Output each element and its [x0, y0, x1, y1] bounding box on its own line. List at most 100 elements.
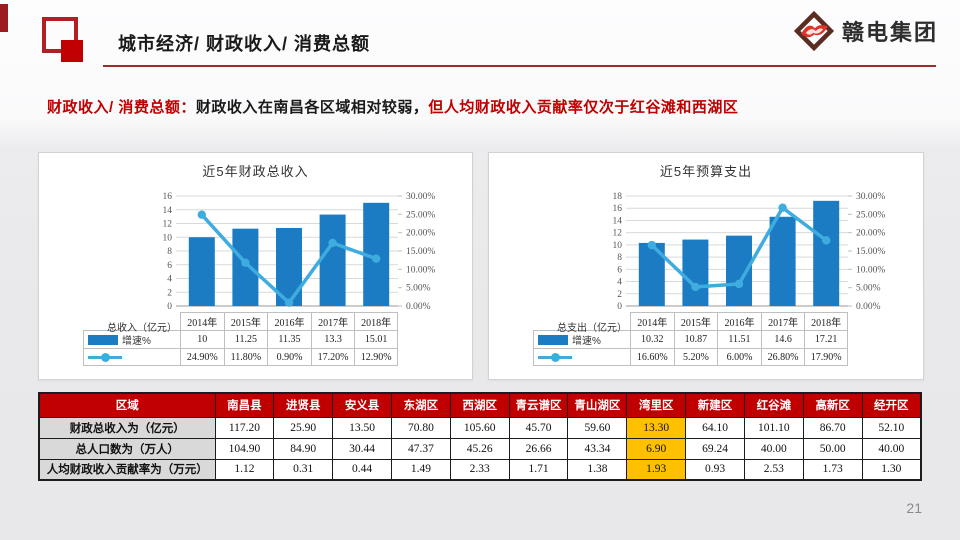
- category-label: 2014年: [180, 312, 224, 330]
- budget-expenditure-data-table: 总支出（亿元） 2014年 2015年 2016年 2017年 2018年 增速% 10.32…: [496, 312, 923, 366]
- region-value-cell: 59.60: [567, 416, 628, 439]
- line-marker: [778, 203, 787, 212]
- region-value-cell: 50.00: [802, 437, 863, 460]
- region-table-corner-header: 区域: [38, 392, 216, 418]
- region-value-cell: 101.10: [743, 416, 804, 439]
- line-marker: [691, 282, 700, 292]
- region-header-cell: 青云谱区: [508, 392, 569, 418]
- right-axis-tick-label: 25.00%: [856, 210, 885, 220]
- bar-value: 17.21: [804, 330, 848, 348]
- growth-value: 17.90%: [804, 348, 848, 366]
- category-label: 2017年: [760, 312, 805, 330]
- bar-value: 13.3: [310, 330, 355, 348]
- bar-value: 14.6: [760, 330, 805, 348]
- line-marker: [734, 279, 744, 289]
- left-edge-accent-bar: [0, 4, 8, 32]
- line-marker: [284, 298, 294, 307]
- line-series-label-text: 增速%: [572, 336, 601, 347]
- region-header-cell: 青山湖区: [567, 392, 628, 418]
- region-header-cell: 安义县: [332, 392, 392, 418]
- spacer: [496, 348, 533, 366]
- region-value-cell: 1.93: [626, 458, 687, 481]
- bar-value: 10: [180, 330, 224, 348]
- bar-value: 11.51: [717, 330, 761, 348]
- region-value-cell: 84.90: [273, 437, 334, 460]
- fiscal-revenue-chart-svg: 16 14 12 10 8 6 4 2 0 30.00% 25.00% 20.00% 15.00% 10.…: [163, 192, 436, 312]
- right-axis-tick-label: 15.00%: [856, 247, 885, 257]
- region-header-cell: 西湖区: [449, 392, 510, 418]
- fiscal-revenue-chart-card: 近5年财政总收入 16 14 12 10 8 6 4 2 0 30.00% 25.00% 20.00%…: [38, 152, 473, 380]
- page-title: 城市经济/ 财政收入/ 消费总额: [118, 34, 371, 54]
- left-axis-tick-label: 4: [167, 275, 172, 285]
- budget-expenditure-chart-title: 近5年预算支出: [659, 164, 753, 179]
- left-axis-tick-label: 0: [617, 302, 622, 312]
- line-marker: [372, 254, 381, 263]
- right-axis-tick-label: 10.00%: [856, 265, 885, 275]
- left-axis-tick-label: 2: [167, 288, 172, 298]
- region-value-cell: 1.12: [214, 458, 275, 481]
- growth-value: 0.90%: [267, 348, 311, 366]
- region-header-cell: 经开区: [861, 392, 922, 418]
- bar-legend-swatch: [538, 334, 568, 345]
- growth-value: 11.80%: [223, 348, 268, 366]
- region-value-cell: 25.90: [273, 416, 334, 439]
- right-axis-tick-label: 20.00%: [406, 229, 435, 239]
- budget-expenditure-chart-card: 近5年预算支出 18 16 14 12 10 8 6 4 2 0 30.00% 25.00% 20.00…: [488, 152, 924, 380]
- bar: [682, 239, 709, 306]
- region-value-cell: 30.44: [332, 437, 392, 460]
- bar: [813, 200, 840, 306]
- left-axis-tick-label: 18: [613, 192, 623, 202]
- region-comparison-table: 区域 南昌县 进贤县 安义县 东湖区 西湖区 青云谱区 青山湖区 湾里区 新建区 红谷滩 高新区 经开区…: [38, 392, 922, 481]
- left-axis-tick-label: 2: [617, 290, 622, 300]
- line-legend-key: [533, 348, 630, 366]
- region-value-cell: 70.80: [390, 416, 451, 439]
- bar-value: 10.32: [630, 330, 674, 348]
- bar-value: 11.25: [223, 330, 268, 348]
- right-axis-tick-label: 0.00%: [406, 302, 431, 312]
- title-decor-filled-square: [61, 40, 83, 62]
- left-axis-tick-label: 12: [163, 220, 173, 230]
- region-header-cell: 湾里区: [626, 392, 687, 418]
- subtitle: 财政收入/ 消费总额：财政收入在南昌各区域相对较弱，但人均财政收入贡献率仅次于红…: [47, 96, 738, 117]
- spacer: [496, 330, 533, 348]
- region-value-cell: 52.10: [861, 416, 922, 439]
- subtitle-tail: 但人均财政收入贡献率仅次于红谷滩和西湖区: [428, 99, 739, 116]
- subtitle-middle: 财政收入在南昌各区域相对较弱，: [195, 99, 429, 116]
- category-label: 2014年: [630, 312, 674, 330]
- growth-value: 17.20%: [310, 348, 355, 366]
- company-logo: 赣电集团: [792, 9, 938, 53]
- region-value-cell: 2.53: [743, 458, 804, 481]
- region-value-cell: 0.31: [273, 458, 334, 481]
- right-axis-tick-label: 5.00%: [406, 284, 431, 294]
- region-value-cell: 1.38: [567, 458, 628, 481]
- bar: [769, 216, 796, 306]
- left-axis-tick-label: 0: [167, 302, 172, 312]
- title-divider-line: [103, 65, 936, 67]
- region-value-cell: 0.93: [685, 458, 745, 481]
- bar-value: 10.87: [673, 330, 718, 348]
- region-value-cell: 1.73: [802, 458, 863, 481]
- region-value-cell: 64.10: [685, 416, 745, 439]
- region-header-cell: 红谷滩: [743, 392, 804, 418]
- metric-row-label: 人均财政收入贡献率为（万元）: [38, 458, 216, 481]
- spacer: [46, 348, 83, 366]
- bar-series-legend-label: 总支出（亿元）: [557, 323, 627, 334]
- category-label: 2018年: [354, 312, 398, 330]
- bar: [319, 214, 346, 306]
- budget-expenditure-chart: 18 16 14 12 10 8 6 4 2 0 30.00% 25.00% 20.00% 15.00% 1…: [489, 182, 923, 366]
- region-header-cell: 高新区: [802, 392, 863, 418]
- region-value-cell: 40.00: [861, 437, 922, 460]
- line-legend-swatch: [538, 352, 572, 362]
- right-axis-tick-label: 30.00%: [856, 192, 885, 202]
- fiscal-revenue-chart: 16 14 12 10 8 6 4 2 0 30.00% 25.00% 20.00% 15.00% 10.…: [39, 182, 472, 366]
- category-label: 2018年: [804, 312, 848, 330]
- line-legend-marker-dot: [551, 352, 560, 362]
- fiscal-revenue-data-table: 总收入（亿元） 2014年 2015年 2016年 2017年 2018年 增速% 10 11.…: [46, 312, 472, 366]
- table-row: 人均财政收入贡献率为（万元） 1.12 0.31 0.44 1.49 2.33 1.71 1.…: [38, 458, 922, 481]
- left-axis-tick-label: 6: [617, 265, 622, 275]
- right-axis-tick-label: 10.00%: [406, 265, 435, 275]
- metric-row-label: 财政总收入为（亿元）: [38, 416, 216, 439]
- budget-expenditure-chart-svg: 18 16 14 12 10 8 6 4 2 0 30.00% 25.00% 20.00% 15.00% 1…: [613, 192, 886, 312]
- line-marker: [197, 210, 206, 219]
